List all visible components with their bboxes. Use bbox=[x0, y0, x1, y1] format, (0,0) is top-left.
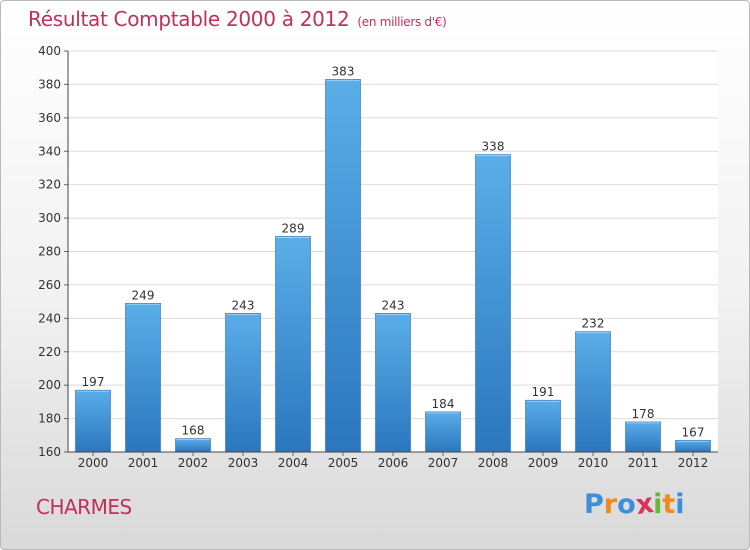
value-label-2005: 383 bbox=[332, 64, 355, 78]
value-label-2006: 243 bbox=[382, 298, 405, 312]
y-tick-label: 240 bbox=[38, 311, 61, 325]
value-label-2004: 289 bbox=[282, 221, 305, 235]
x-tick-label-2005: 2005 bbox=[328, 456, 359, 470]
value-label-2000: 197 bbox=[82, 375, 105, 389]
x-tick-label-2012: 2012 bbox=[678, 456, 709, 470]
bar-2011 bbox=[625, 421, 661, 453]
y-tick-label: 160 bbox=[38, 445, 61, 459]
x-tick-label-2003: 2003 bbox=[228, 456, 259, 470]
location-name: CHARMES bbox=[36, 495, 132, 519]
logo-letter: i bbox=[653, 489, 663, 520]
bar-2005 bbox=[325, 79, 361, 453]
chart-subtitle: (en milliers d'€) bbox=[357, 15, 447, 29]
y-tick-label: 220 bbox=[38, 345, 61, 359]
x-tick-label-2004: 2004 bbox=[278, 456, 309, 470]
y-tick-label: 380 bbox=[38, 77, 61, 91]
y-tick-label: 260 bbox=[38, 278, 61, 292]
bar-2007 bbox=[425, 411, 461, 453]
value-label-2011: 178 bbox=[632, 407, 655, 421]
value-label-2007: 184 bbox=[432, 397, 455, 411]
y-tick-label: 300 bbox=[38, 211, 61, 225]
x-tick-label-2007: 2007 bbox=[428, 456, 459, 470]
value-label-2009: 191 bbox=[532, 385, 555, 399]
y-tick-label: 340 bbox=[38, 144, 61, 158]
value-label-2012: 167 bbox=[682, 425, 705, 439]
x-tick-label-2011: 2011 bbox=[628, 456, 659, 470]
logo-letter: P bbox=[584, 489, 604, 520]
bar-2002 bbox=[175, 438, 211, 453]
x-tick-label-2000: 2000 bbox=[78, 456, 109, 470]
y-tick-label: 200 bbox=[38, 378, 61, 392]
chart-title: Résultat Comptable 2000 à 2012 (en millie… bbox=[28, 7, 447, 31]
y-tick-label: 180 bbox=[38, 412, 61, 426]
bar-2004 bbox=[275, 236, 311, 453]
x-tick-label-2002: 2002 bbox=[178, 456, 209, 470]
logo-letter: x bbox=[633, 487, 656, 522]
y-tick-label: 360 bbox=[38, 111, 61, 125]
y-tick-label: 400 bbox=[38, 44, 61, 58]
bar-2003 bbox=[225, 313, 261, 453]
bar-2010 bbox=[575, 331, 611, 453]
bar-2012 bbox=[675, 440, 711, 453]
bar-2009 bbox=[525, 399, 561, 453]
logo-letter: r bbox=[603, 489, 618, 520]
bar-2006 bbox=[375, 313, 411, 453]
logo-letter: t bbox=[662, 489, 676, 520]
value-label-2001: 249 bbox=[132, 288, 155, 302]
x-tick-label-2008: 2008 bbox=[478, 456, 509, 470]
y-tick-label: 320 bbox=[38, 178, 61, 192]
value-label-2002: 168 bbox=[182, 424, 205, 438]
logo-letter: i bbox=[675, 489, 685, 520]
x-tick-label-2001: 2001 bbox=[128, 456, 159, 470]
y-tick-label: 280 bbox=[38, 245, 61, 259]
bar-2001 bbox=[125, 302, 161, 453]
value-label-2008: 338 bbox=[482, 140, 505, 154]
chart-title-text: Résultat Comptable 2000 à 2012 bbox=[28, 7, 350, 31]
bar-2008 bbox=[475, 154, 511, 453]
x-tick-label-2010: 2010 bbox=[578, 456, 609, 470]
proxiti-logo: Proxiti bbox=[584, 487, 685, 522]
logo-letter: o bbox=[617, 489, 636, 520]
x-tick-label-2009: 2009 bbox=[528, 456, 559, 470]
x-tick-label-2006: 2006 bbox=[378, 456, 409, 470]
value-label-2003: 243 bbox=[232, 298, 255, 312]
value-label-2010: 232 bbox=[582, 317, 605, 331]
bar-2000 bbox=[75, 389, 111, 453]
